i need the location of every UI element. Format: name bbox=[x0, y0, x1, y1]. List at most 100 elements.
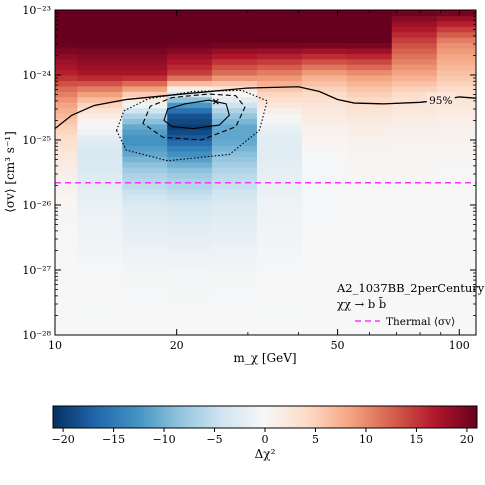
heatmap-cell bbox=[211, 80, 258, 87]
heatmap-cell bbox=[346, 226, 393, 233]
heatmap-cell bbox=[301, 85, 348, 92]
heatmap-cell bbox=[256, 91, 303, 98]
heatmap-cell bbox=[301, 275, 348, 282]
heatmap-cell bbox=[301, 156, 348, 163]
heatmap-cell bbox=[122, 58, 168, 65]
x-tick-label: 20 bbox=[170, 339, 184, 352]
heatmap-cell bbox=[256, 280, 303, 287]
heatmap-cell bbox=[436, 324, 476, 331]
heatmap-cell bbox=[436, 47, 476, 54]
heatmap-cell bbox=[122, 221, 168, 228]
heatmap-cell bbox=[55, 221, 78, 228]
heatmap-cell bbox=[391, 31, 438, 38]
heatmap-cell bbox=[122, 318, 168, 325]
heatmap-cell bbox=[211, 107, 258, 114]
heatmap-cell bbox=[122, 91, 168, 98]
heatmap-cell bbox=[167, 129, 213, 136]
heatmap-cell bbox=[77, 210, 123, 217]
heatmap-cell bbox=[211, 199, 258, 206]
heatmap-cell bbox=[122, 15, 168, 22]
heatmap-cell bbox=[256, 80, 303, 87]
heatmap-cell bbox=[55, 112, 78, 119]
heatmap-cell bbox=[436, 221, 476, 228]
heatmap-cell bbox=[391, 96, 438, 103]
heatmap-cell bbox=[436, 270, 476, 277]
heatmap-cell bbox=[346, 210, 393, 217]
heatmap-cell bbox=[256, 42, 303, 49]
y-tick-label: 10⁻²⁵ bbox=[22, 134, 51, 147]
heatmap-cell bbox=[211, 161, 258, 168]
heatmap-cell bbox=[55, 150, 78, 157]
heatmap-cell bbox=[346, 270, 393, 277]
heatmap-cell bbox=[346, 123, 393, 130]
heatmap-cell bbox=[301, 183, 348, 190]
heatmap-cell bbox=[256, 286, 303, 293]
heatmap-cell bbox=[346, 253, 393, 260]
heatmap-cell bbox=[77, 188, 123, 195]
heatmap-cell bbox=[77, 199, 123, 206]
heatmap-cell bbox=[211, 69, 258, 76]
heatmap-cell bbox=[346, 194, 393, 201]
heatmap-cell bbox=[301, 210, 348, 217]
heatmap-cell bbox=[391, 91, 438, 98]
heatmap-cell bbox=[256, 102, 303, 109]
heatmap-cell bbox=[55, 129, 78, 136]
heatmap-cell bbox=[211, 15, 258, 22]
heatmap-cell bbox=[211, 167, 258, 174]
heatmap-cell bbox=[391, 107, 438, 114]
heatmap-cell bbox=[122, 80, 168, 87]
heatmap-cell bbox=[301, 26, 348, 33]
heatmap-cell bbox=[211, 232, 258, 239]
heatmap-cell bbox=[122, 53, 168, 60]
heatmap-cell bbox=[346, 264, 393, 271]
heatmap-cell bbox=[211, 313, 258, 320]
heatmap-cell bbox=[436, 242, 476, 249]
heatmap-cell bbox=[55, 167, 78, 174]
colorbar-tick-label: −10 bbox=[152, 433, 175, 446]
heatmap-cell bbox=[55, 102, 78, 109]
heatmap-cell bbox=[77, 286, 123, 293]
heatmap-cell bbox=[346, 297, 393, 304]
heatmap-cell bbox=[436, 15, 476, 22]
heatmap-cell bbox=[301, 123, 348, 130]
heatmap-cell bbox=[391, 140, 438, 147]
heatmap-cell bbox=[391, 291, 438, 298]
heatmap-cell bbox=[301, 307, 348, 314]
heatmap-cell bbox=[436, 313, 476, 320]
heatmap-cell bbox=[167, 37, 213, 44]
heatmap-cell bbox=[122, 42, 168, 49]
heatmap-cell bbox=[167, 75, 213, 82]
heatmap-cell bbox=[55, 75, 78, 82]
heatmap-cell bbox=[167, 177, 213, 184]
heatmap-cell bbox=[167, 188, 213, 195]
heatmap-cell bbox=[77, 112, 123, 119]
heatmap-cell bbox=[346, 324, 393, 331]
heatmap-cell bbox=[391, 134, 438, 141]
heatmap-cell bbox=[122, 156, 168, 163]
heatmap-cell bbox=[122, 248, 168, 255]
heatmap-cell bbox=[301, 20, 348, 27]
heatmap-cell bbox=[77, 15, 123, 22]
heatmap-cell bbox=[346, 205, 393, 212]
heatmap-cell bbox=[77, 183, 123, 190]
heatmap-cell bbox=[256, 329, 303, 335]
heatmap-cell bbox=[346, 237, 393, 244]
heatmap-cell bbox=[256, 150, 303, 157]
heatmap-cell bbox=[55, 80, 78, 87]
heatmap-cell bbox=[346, 248, 393, 255]
heatmap-cell bbox=[301, 47, 348, 54]
heatmap-cell bbox=[256, 20, 303, 27]
best-fit-group bbox=[212, 98, 219, 105]
heatmap-cell bbox=[77, 215, 123, 222]
heatmap-cell bbox=[346, 134, 393, 141]
heatmap-cell bbox=[77, 259, 123, 266]
heatmap-cell bbox=[122, 313, 168, 320]
heatmap-cell bbox=[77, 226, 123, 233]
heatmap-cell bbox=[55, 145, 78, 152]
heatmap-cell bbox=[391, 69, 438, 76]
colorbar-tick-label: 0 bbox=[262, 433, 269, 446]
heatmap-cell bbox=[301, 221, 348, 228]
heatmap-cell bbox=[346, 199, 393, 206]
contour-3sigma bbox=[116, 89, 268, 162]
heatmap-cell bbox=[77, 177, 123, 184]
